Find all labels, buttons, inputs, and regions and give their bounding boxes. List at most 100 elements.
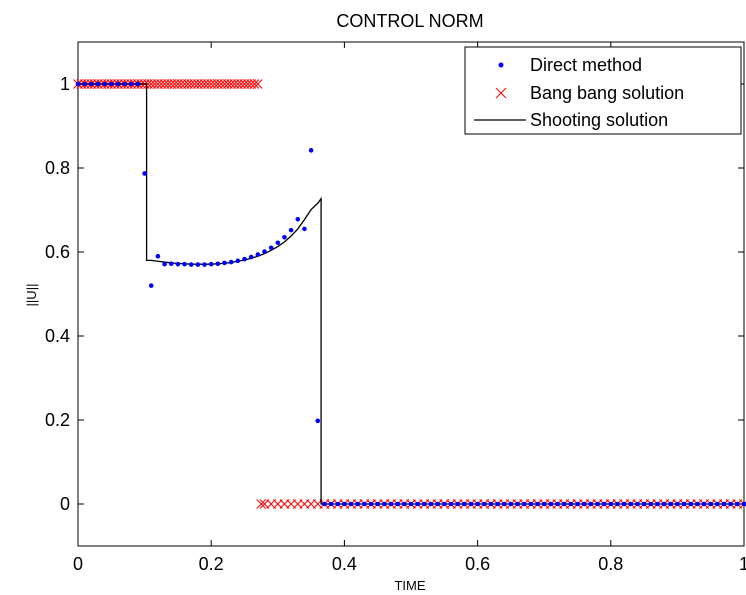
y-tick-label: 0.2	[45, 410, 70, 430]
chart-title: CONTROL NORM	[336, 11, 483, 31]
data-point-direct-method	[555, 501, 560, 507]
data-point-direct-method	[741, 501, 746, 507]
data-point-direct-method	[215, 261, 221, 267]
data-point-direct-method	[468, 501, 474, 507]
data-point-direct-method	[448, 501, 454, 507]
legend: Direct method Bang bang solution Shootin…	[464, 46, 742, 135]
data-point-direct-method	[155, 253, 161, 259]
data-point-direct-method	[295, 216, 301, 222]
data-point-direct-method	[222, 260, 227, 266]
data-point-direct-method	[262, 249, 267, 254]
data-point-direct-method	[188, 262, 194, 267]
data-point-direct-method	[202, 262, 207, 267]
data-point-direct-method	[322, 501, 327, 507]
data-point-bang-bang-solution	[252, 79, 263, 89]
data-point-direct-method	[142, 171, 147, 176]
y-tick-label: 0	[60, 494, 70, 514]
data-point-direct-method	[175, 261, 181, 267]
data-point-direct-method	[208, 261, 214, 267]
data-point-direct-method	[148, 283, 154, 288]
x-tick-label: 0.4	[332, 554, 357, 574]
plot-area-frame	[77, 41, 745, 547]
data-point-direct-method	[601, 501, 607, 507]
data-point-direct-method	[695, 501, 700, 507]
data-point-direct-method	[109, 81, 114, 87]
data-point-direct-method	[342, 501, 347, 507]
data-point-direct-method	[655, 501, 660, 507]
data-point-direct-method	[422, 501, 427, 507]
data-point-direct-method	[328, 501, 334, 507]
data-point-direct-method	[282, 235, 287, 240]
data-point-bang-bang-solution	[256, 499, 267, 509]
data-point-direct-method	[395, 501, 400, 507]
data-point-direct-method	[535, 501, 540, 507]
data-point-direct-method	[95, 81, 101, 87]
data-point-direct-method	[681, 501, 687, 507]
data-point-direct-method	[228, 259, 234, 265]
x-axis-ticks: 0 0.2 0.4 0.6 0.8 1	[73, 42, 746, 574]
data-point-direct-method	[661, 501, 667, 507]
data-point-direct-method	[521, 501, 527, 507]
x-tick-label: 0.8	[598, 554, 623, 574]
data-point-direct-method	[415, 501, 420, 507]
data-point-direct-method	[628, 501, 634, 507]
data-point-direct-method	[315, 418, 321, 424]
data-point-direct-method	[402, 501, 407, 507]
data-point-direct-method	[501, 501, 507, 507]
data-point-direct-method	[588, 501, 594, 507]
legend-marker-bang-bang-solution	[495, 87, 507, 99]
data-point-direct-method	[168, 261, 174, 267]
legend-label-shooting-solution: Shooting solution	[530, 110, 668, 130]
data-point-direct-method	[668, 501, 674, 507]
legend-label-bang-bang-solution: Bang bang solution	[530, 83, 684, 103]
y-axis-title: ||U||	[24, 284, 39, 307]
data-point-direct-method	[475, 501, 480, 507]
data-point-direct-method	[248, 254, 254, 260]
data-point-direct-method	[735, 501, 740, 507]
data-point-direct-method	[89, 81, 94, 87]
data-point-direct-method	[388, 501, 394, 507]
data-point-direct-method	[122, 81, 127, 87]
y-tick-label: 0.6	[45, 242, 70, 262]
data-point-direct-method	[721, 501, 727, 507]
data-point-direct-method	[195, 262, 201, 267]
x-axis-title: TIME	[394, 578, 425, 593]
plot-content	[73, 79, 746, 509]
data-point-direct-method	[488, 501, 494, 507]
data-point-direct-method	[641, 501, 647, 507]
data-point-direct-method	[455, 501, 460, 507]
data-point-direct-method	[355, 501, 361, 507]
data-point-direct-method	[348, 501, 354, 507]
data-point-direct-method	[548, 501, 554, 507]
data-point-bang-bang-solution	[249, 79, 260, 89]
data-point-direct-method	[368, 501, 374, 507]
data-point-direct-method	[428, 501, 434, 507]
data-point-direct-method	[515, 501, 520, 507]
x-tick-label: 0	[73, 554, 83, 574]
data-point-direct-method	[335, 501, 341, 507]
data-point-direct-method	[302, 226, 307, 232]
data-point-direct-method	[648, 501, 654, 507]
y-tick-label: 0.8	[45, 158, 70, 178]
data-point-direct-method	[235, 258, 241, 264]
data-point-direct-method	[435, 501, 440, 507]
y-tick-label: 0.4	[45, 326, 70, 346]
data-point-direct-method	[308, 148, 314, 153]
data-point-direct-method	[461, 501, 467, 507]
x-tick-label: 1	[739, 554, 746, 574]
data-point-direct-method	[528, 501, 534, 507]
data-point-direct-method	[481, 501, 487, 507]
data-point-direct-method	[675, 501, 680, 507]
data-point-direct-method	[162, 261, 167, 267]
data-point-direct-method	[268, 245, 274, 251]
data-point-direct-method	[581, 501, 587, 507]
data-point-direct-method	[615, 501, 620, 507]
data-point-direct-method	[701, 501, 707, 507]
legend-marker-direct-method	[498, 62, 504, 68]
data-point-direct-method	[635, 501, 640, 507]
legend-label-direct-method: Direct method	[530, 55, 642, 75]
data-point-direct-method	[382, 501, 387, 507]
data-point-direct-method	[102, 81, 107, 87]
data-point-direct-method	[715, 501, 720, 507]
